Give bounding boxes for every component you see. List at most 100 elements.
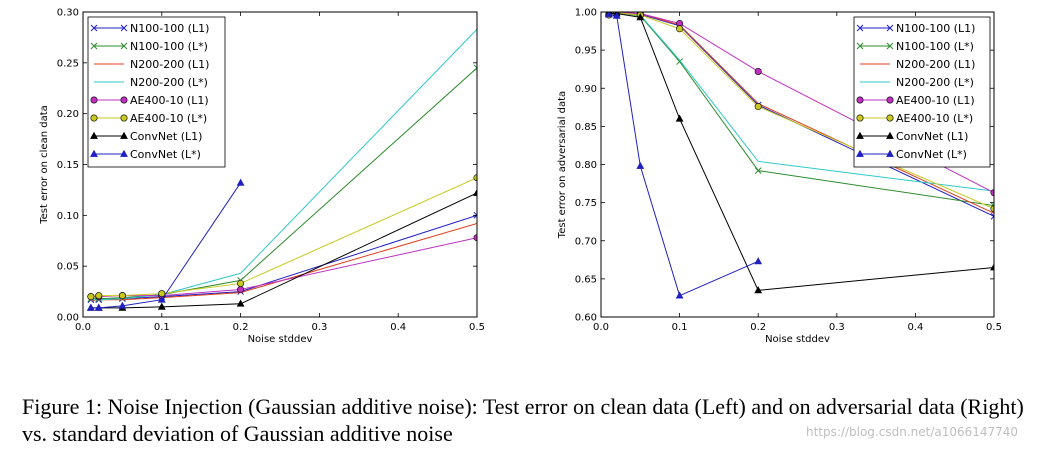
x-tick-label: 0.3 [311,322,327,333]
y-tick-label: 0.70 [575,236,597,247]
y-tick-label: 0.30 [57,8,79,19]
x-tick-label: 0.0 [75,322,91,333]
data-point [118,301,127,309]
data-point [675,114,684,122]
data-point [604,12,613,18]
legend-marker [856,96,864,104]
y-tick-label: 1.00 [575,8,597,19]
legend: N100-100 (L1) N100-100 (L*) N200-200 (L1) N… [87,16,226,168]
data-point [990,263,994,271]
y-tick-label: 0.75 [575,198,597,209]
x-axis-label: Noise stddev [248,334,313,345]
data-point [237,279,245,287]
legend-marker [886,24,894,32]
data-point [754,257,763,265]
x-axis-label: Noise stddev [765,334,830,345]
x-tick-label: 0.4 [907,322,923,333]
data-point [676,25,684,33]
legend-marker [120,131,128,139]
legend-marker [856,42,864,50]
x-tick-label: 0.1 [672,322,688,333]
data-point [754,67,762,75]
series-group [604,12,994,299]
legend-marker [90,131,98,139]
legend-marker [886,114,894,122]
y-tick-label: 0.15 [57,160,79,171]
legend-marker [886,131,894,139]
legend-label: N100-100 (L*) [896,40,974,53]
legend-label: N100-100 (L1) [130,22,209,35]
chart-adversarial-data: 0.0 0.1 0.2 0.3 0.4 0.5 0.60 0.65 0.70 0.75 0.80 0.… [557,8,1002,346]
legend-marker [856,114,864,122]
legend-label: N200-200 (L*) [130,76,208,89]
y-tick-label: 0.25 [57,58,79,69]
legend-marker [856,24,864,32]
y-tick-label: 0.85 [575,122,597,133]
series-line [90,177,477,298]
legend-marker [120,24,128,32]
y-axis-label: Test error on clean data [39,105,50,225]
legend-label: N100-100 (L*) [130,40,208,53]
data-point [636,161,645,169]
legend-marker [120,42,128,50]
legend-marker [886,96,894,104]
data-point [118,292,126,300]
legend-marker [90,24,98,32]
legend-label: N100-100 (L1) [896,22,975,35]
data-point [157,302,166,310]
legend-label: N200-200 (L*) [896,76,974,89]
series-line [90,222,477,302]
data-point [87,293,95,301]
data-point [473,211,477,219]
legend-marker [120,96,128,104]
legend-label: ConvNet (L*) [896,148,967,161]
legend-marker [856,131,864,139]
legend-marker [886,149,894,157]
legend-label: AE400-10 (L*) [130,112,207,125]
legend-marker [90,96,98,104]
x-tick-label: 0.4 [390,322,406,333]
y-tick-label: 0.20 [57,109,79,120]
data-point [676,58,683,65]
y-tick-label: 0.05 [57,262,79,273]
x-tick-label: 0.0 [593,322,609,333]
data-point [157,295,166,303]
data-point [473,188,477,196]
x-tick-label: 0.3 [829,322,845,333]
data-point [754,286,763,294]
legend-marker [90,149,98,157]
data-point [675,291,684,299]
data-point [990,212,994,220]
chart-clean-data: 0.0 0.1 0.2 0.3 0.4 0.5 0.00 0.05 0.10 0.15 0.20 0.… [39,8,485,346]
legend-label: AE400-10 (L1) [896,94,975,107]
legend: N100-100 (L1) N100-100 (L*) N200-200 (L1) N… [853,16,991,168]
legend-marker [90,114,98,122]
y-tick-label: 0.80 [575,160,597,171]
legend-label: ConvNet (L1) [130,130,202,143]
y-tick-label: 0.00 [57,313,79,324]
x-tick-label: 0.1 [154,322,170,333]
y-tick-label: 0.95 [575,46,597,57]
legend-frame [853,16,991,168]
watermark: https://blog.csdn.net/a1066147740 [806,425,1019,439]
data-point [754,167,762,174]
legend-label: N200-200 (L1) [896,58,975,71]
data-point [236,299,245,307]
data-point [754,103,762,111]
legend-label: ConvNet (L*) [130,148,201,161]
legend-label: AE400-10 (L1) [130,94,209,107]
series-line [90,237,477,298]
data-point [636,13,645,21]
legend-label: N200-200 (L1) [130,58,209,71]
legend-frame [87,16,226,168]
data-point [237,286,245,294]
series-line [90,182,242,309]
data-point [473,64,477,72]
x-tick-label: 0.5 [469,322,485,333]
y-axis-label: Test error on adversarial data [557,91,568,239]
figure-caption: Figure 1: Noise Injection (Gaussian addi… [22,394,1024,446]
legend-marker [120,114,128,122]
y-tick-label: 0.60 [575,313,597,324]
series-group [86,28,477,311]
